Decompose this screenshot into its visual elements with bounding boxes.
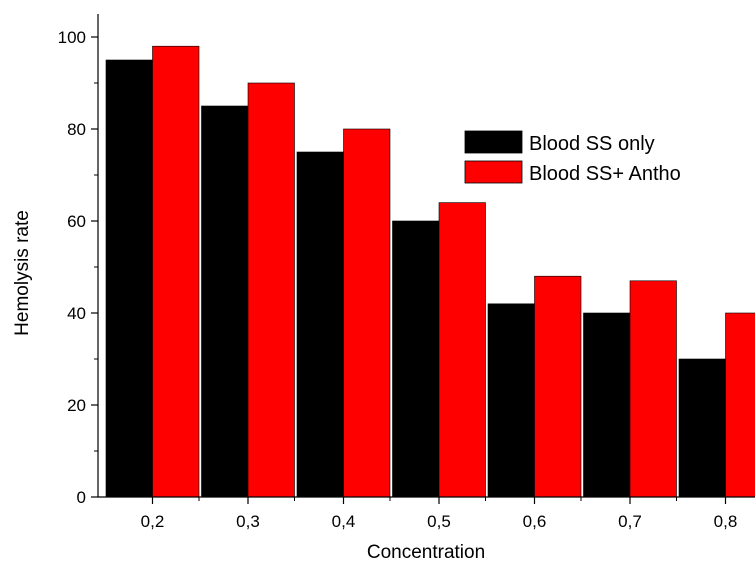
x-tick-label: 0,8: [714, 512, 738, 531]
bar-blood-ss-antho-0-4: [344, 129, 391, 497]
y-tick-label: 80: [67, 120, 86, 139]
y-tick-label: 0: [77, 488, 86, 507]
bar-blood-ss-only-0-4: [297, 152, 344, 497]
bar-blood-ss-only-0-6: [488, 304, 535, 497]
y-tick-label: 100: [58, 28, 86, 47]
bar-blood-ss-antho-0-2: [153, 46, 200, 497]
bar-blood-ss-only-0-2: [106, 60, 153, 497]
legend-swatch-blood-ss-antho: [465, 161, 522, 183]
legend: Blood SS only Blood SS+ Antho: [465, 131, 681, 185]
bar-blood-ss-antho-0-5: [439, 203, 486, 497]
bar-blood-ss-antho-0-8: [726, 313, 755, 497]
bar-blood-ss-only-0-7: [584, 313, 631, 497]
x-tick-label: 0,4: [332, 512, 356, 531]
legend-label-blood-ss-antho: Blood SS+ Antho: [529, 163, 681, 185]
y-ticks: 0 20 40 60 80 100: [58, 28, 98, 507]
x-axis-title: Concentration: [367, 542, 485, 563]
x-tick-label: 0,6: [523, 512, 547, 531]
bar-blood-ss-only-0-3: [202, 106, 249, 497]
y-tick-label: 40: [67, 304, 86, 323]
bar-blood-ss-antho-0-6: [535, 276, 582, 497]
legend-label-blood-ss-only: Blood SS only: [529, 133, 655, 155]
y-tick-label: 20: [67, 396, 86, 415]
x-tick-label: 0,5: [427, 512, 451, 531]
y-tick-label: 60: [67, 212, 86, 231]
bar-blood-ss-antho-0-3: [248, 83, 295, 497]
x-tick-label: 0,2: [141, 512, 165, 531]
x-tick-label: 0,7: [618, 512, 642, 531]
y-axis-title: Hemolysis rate: [12, 210, 33, 336]
x-tick-label: 0,3: [236, 512, 260, 531]
bar-blood-ss-antho-0-7: [630, 281, 677, 497]
bars-layer: [106, 46, 755, 497]
bar-blood-ss-only-0-5: [393, 221, 440, 497]
bar-blood-ss-only-0-8: [679, 359, 726, 497]
legend-swatch-blood-ss-only: [465, 131, 522, 153]
x-ticks: 0,2 0,3 0,4 0,5 0,6 0,7 0,8: [141, 497, 738, 531]
